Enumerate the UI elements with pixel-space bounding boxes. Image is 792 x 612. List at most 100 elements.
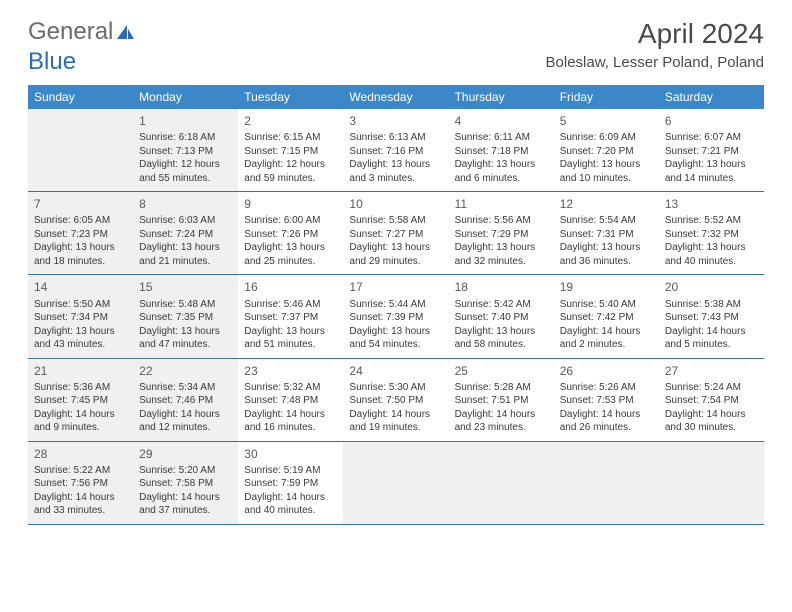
calendar-cell: 8Sunrise: 6:03 AMSunset: 7:24 PMDaylight… — [133, 192, 238, 274]
title-block: April 2024 Boleslaw, Lesser Poland, Pola… — [546, 18, 764, 71]
sunrise-text: Sunrise: 5:48 AM — [139, 298, 232, 312]
sunrise-text: Sunrise: 5:28 AM — [455, 381, 548, 395]
calendar-cell: 28Sunrise: 5:22 AMSunset: 7:56 PMDayligh… — [28, 442, 133, 524]
week-row: 1Sunrise: 6:18 AMSunset: 7:13 PMDaylight… — [28, 109, 764, 192]
sunset-text: Sunset: 7:31 PM — [560, 228, 653, 242]
sunset-text: Sunset: 7:54 PM — [665, 394, 758, 408]
calendar-cell-empty — [554, 442, 659, 524]
sunrise-text: Sunrise: 5:56 AM — [455, 214, 548, 228]
calendar-cell: 7Sunrise: 6:05 AMSunset: 7:23 PMDaylight… — [28, 192, 133, 274]
sunset-text: Sunset: 7:26 PM — [244, 228, 337, 242]
sunset-text: Sunset: 7:40 PM — [455, 311, 548, 325]
day-number: 24 — [349, 363, 442, 379]
daylight-text: Daylight: 12 hours and 55 minutes. — [139, 158, 232, 185]
daylight-text: Daylight: 14 hours and 26 minutes. — [560, 408, 653, 435]
sunrise-text: Sunrise: 5:30 AM — [349, 381, 442, 395]
logo-text-general: General — [28, 18, 113, 46]
day-number: 2 — [244, 113, 337, 129]
calendar-cell: 18Sunrise: 5:42 AMSunset: 7:40 PMDayligh… — [449, 275, 554, 357]
sunrise-text: Sunrise: 6:05 AM — [34, 214, 127, 228]
calendar-cell-empty — [659, 442, 764, 524]
calendar-cell: 19Sunrise: 5:40 AMSunset: 7:42 PMDayligh… — [554, 275, 659, 357]
daylight-text: Daylight: 14 hours and 19 minutes. — [349, 408, 442, 435]
sunrise-text: Sunrise: 5:52 AM — [665, 214, 758, 228]
day-number: 22 — [139, 363, 232, 379]
day-number: 17 — [349, 279, 442, 295]
sunset-text: Sunset: 7:43 PM — [665, 311, 758, 325]
sunrise-text: Sunrise: 6:00 AM — [244, 214, 337, 228]
sunrise-text: Sunrise: 5:19 AM — [244, 464, 337, 478]
sunset-text: Sunset: 7:58 PM — [139, 477, 232, 491]
sunrise-text: Sunrise: 6:15 AM — [244, 131, 337, 145]
calendar-cell: 17Sunrise: 5:44 AMSunset: 7:39 PMDayligh… — [343, 275, 448, 357]
sunset-text: Sunset: 7:50 PM — [349, 394, 442, 408]
day-number: 9 — [244, 196, 337, 212]
daylight-text: Daylight: 13 hours and 58 minutes. — [455, 325, 548, 352]
header: General April 2024 Boleslaw, Lesser Pola… — [0, 0, 792, 77]
sunset-text: Sunset: 7:53 PM — [560, 394, 653, 408]
daylight-text: Daylight: 14 hours and 12 minutes. — [139, 408, 232, 435]
daylight-text: Daylight: 13 hours and 47 minutes. — [139, 325, 232, 352]
logo: General — [28, 18, 135, 46]
sunset-text: Sunset: 7:29 PM — [455, 228, 548, 242]
day-number: 14 — [34, 279, 127, 295]
sunset-text: Sunset: 7:20 PM — [560, 145, 653, 159]
daylight-text: Daylight: 13 hours and 43 minutes. — [34, 325, 127, 352]
week-row: 14Sunrise: 5:50 AMSunset: 7:34 PMDayligh… — [28, 275, 764, 358]
sunset-text: Sunset: 7:48 PM — [244, 394, 337, 408]
sunset-text: Sunset: 7:56 PM — [34, 477, 127, 491]
calendar-cell: 4Sunrise: 6:11 AMSunset: 7:18 PMDaylight… — [449, 109, 554, 191]
day-header-wed: Wednesday — [343, 85, 448, 109]
day-number: 16 — [244, 279, 337, 295]
daylight-text: Daylight: 14 hours and 5 minutes. — [665, 325, 758, 352]
calendar-cell: 30Sunrise: 5:19 AMSunset: 7:59 PMDayligh… — [238, 442, 343, 524]
calendar-cell: 22Sunrise: 5:34 AMSunset: 7:46 PMDayligh… — [133, 359, 238, 441]
day-header-mon: Monday — [133, 85, 238, 109]
day-number: 26 — [560, 363, 653, 379]
day-number: 5 — [560, 113, 653, 129]
calendar-cell: 15Sunrise: 5:48 AMSunset: 7:35 PMDayligh… — [133, 275, 238, 357]
calendar-cell: 6Sunrise: 6:07 AMSunset: 7:21 PMDaylight… — [659, 109, 764, 191]
sunrise-text: Sunrise: 5:40 AM — [560, 298, 653, 312]
daylight-text: Daylight: 12 hours and 59 minutes. — [244, 158, 337, 185]
day-number: 7 — [34, 196, 127, 212]
sunset-text: Sunset: 7:18 PM — [455, 145, 548, 159]
sunrise-text: Sunrise: 6:13 AM — [349, 131, 442, 145]
sunset-text: Sunset: 7:21 PM — [665, 145, 758, 159]
sunset-text: Sunset: 7:59 PM — [244, 477, 337, 491]
day-number: 13 — [665, 196, 758, 212]
week-row: 21Sunrise: 5:36 AMSunset: 7:45 PMDayligh… — [28, 359, 764, 442]
sunrise-text: Sunrise: 5:36 AM — [34, 381, 127, 395]
weeks-container: 1Sunrise: 6:18 AMSunset: 7:13 PMDaylight… — [28, 109, 764, 525]
day-header-row: Sunday Monday Tuesday Wednesday Thursday… — [28, 85, 764, 109]
daylight-text: Daylight: 13 hours and 18 minutes. — [34, 241, 127, 268]
calendar-cell-empty — [343, 442, 448, 524]
sunrise-text: Sunrise: 5:34 AM — [139, 381, 232, 395]
day-header-sun: Sunday — [28, 85, 133, 109]
calendar-cell: 1Sunrise: 6:18 AMSunset: 7:13 PMDaylight… — [133, 109, 238, 191]
calendar-cell: 23Sunrise: 5:32 AMSunset: 7:48 PMDayligh… — [238, 359, 343, 441]
day-number: 15 — [139, 279, 232, 295]
calendar-cell: 29Sunrise: 5:20 AMSunset: 7:58 PMDayligh… — [133, 442, 238, 524]
day-number: 29 — [139, 446, 232, 462]
calendar-cell: 24 Sunrise: 5:30 AMSunset: 7:50 PMDayligh… — [343, 359, 448, 441]
calendar-cell: 25Sunrise: 5:28 AMSunset: 7:51 PMDayligh… — [449, 359, 554, 441]
sunrise-text: Sunrise: 5:42 AM — [455, 298, 548, 312]
calendar-cell: 26 Sunrise: 5:26 AMSunset: 7:53 PMDayligh… — [554, 359, 659, 441]
daylight-text: Daylight: 13 hours and 36 minutes. — [560, 241, 653, 268]
daylight-text: Daylight: 14 hours and 23 minutes. — [455, 408, 548, 435]
daylight-text: Daylight: 14 hours and 16 minutes. — [244, 408, 337, 435]
day-number: 20 — [665, 279, 758, 295]
day-header-fri: Friday — [554, 85, 659, 109]
sunset-text: Sunset: 7:34 PM — [34, 311, 127, 325]
calendar-cell: 20Sunrise: 5:38 AMSunset: 7:43 PMDayligh… — [659, 275, 764, 357]
calendar-cell: 27Sunrise: 5:24 AMSunset: 7:54 PMDayligh… — [659, 359, 764, 441]
daylight-text: Daylight: 13 hours and 51 minutes. — [244, 325, 337, 352]
sunrise-text: Sunrise: 5:54 AM — [560, 214, 653, 228]
day-number: 28 — [34, 446, 127, 462]
day-number: 8 — [139, 196, 232, 212]
sunrise-text: Sunrise: 5:26 AM — [560, 381, 653, 395]
sunrise-text: Sunrise: 5:58 AM — [349, 214, 442, 228]
daylight-text: Daylight: 13 hours and 21 minutes. — [139, 241, 232, 268]
sunrise-text: Sunrise: 5:20 AM — [139, 464, 232, 478]
